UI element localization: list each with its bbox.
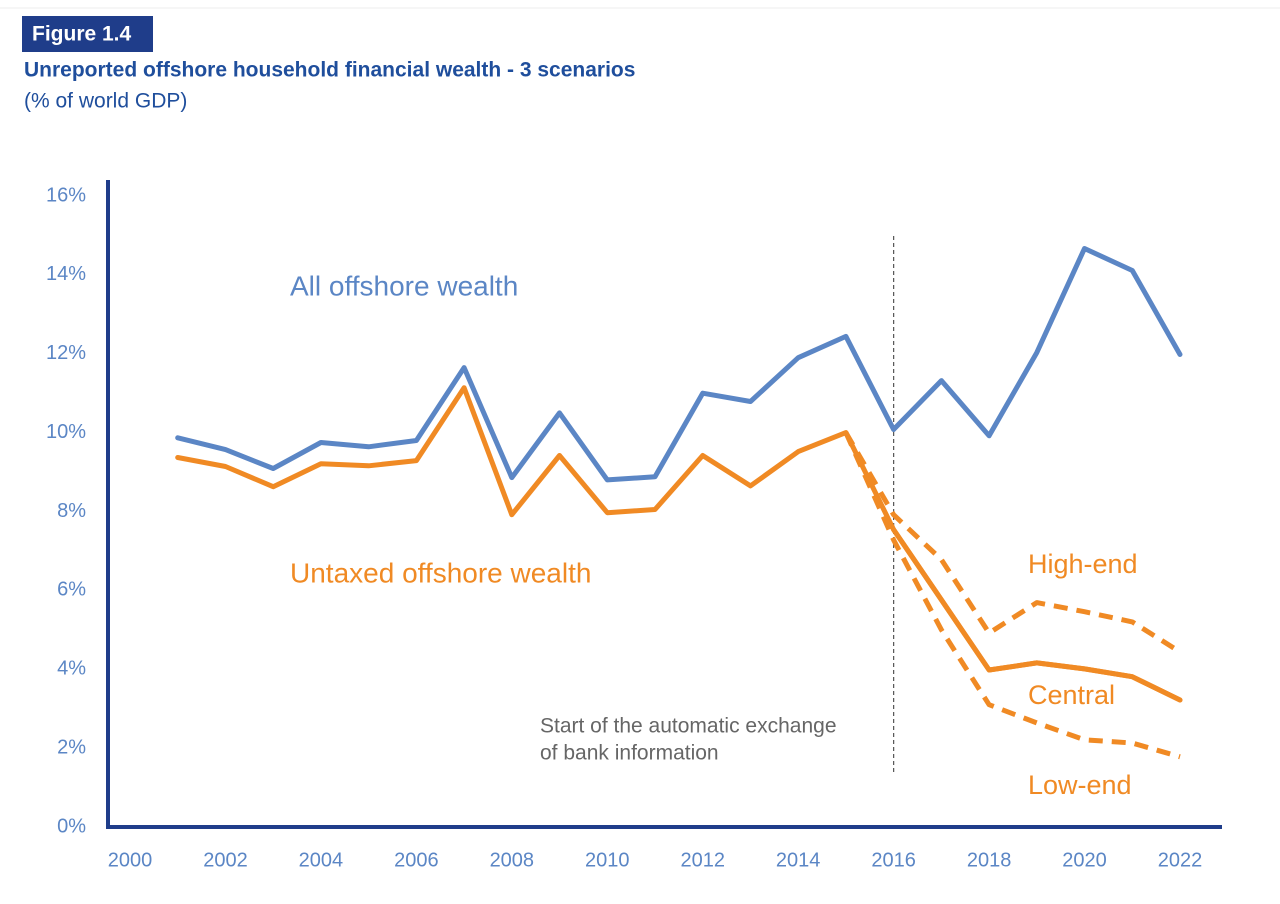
x-tick-label: 2018	[967, 849, 1012, 871]
series-line	[175, 246, 1183, 483]
x-tick-label: 2004	[299, 849, 344, 871]
figure-label-box	[22, 16, 153, 52]
series-label: Low-end	[1028, 770, 1132, 800]
figure-label: Figure 1.4	[32, 23, 132, 46]
series-label: High-end	[1028, 549, 1138, 579]
y-tick-label: 10%	[46, 421, 86, 443]
x-tick-label: 2022	[1158, 849, 1203, 871]
series-label: Central	[1028, 680, 1115, 710]
x-tick-label: 2010	[585, 849, 630, 871]
x-tick-label: 2012	[680, 849, 725, 871]
y-tick-label: 12%	[46, 342, 86, 364]
x-tick-label: 2008	[490, 849, 535, 871]
annotation-text: of bank information	[540, 742, 719, 765]
x-tick-label: 2020	[1062, 849, 1107, 871]
series-line	[891, 527, 1183, 703]
y-tick-label: 2%	[57, 736, 86, 758]
x-tick-label: 2006	[394, 849, 439, 871]
x-tick-label: 2014	[776, 849, 821, 871]
y-tick-label: 8%	[57, 500, 86, 522]
y-tick-label: 0%	[57, 815, 86, 837]
x-tick-label: 2016	[871, 849, 916, 871]
series-label: All offshore wealth	[290, 270, 518, 301]
y-tick-label: 4%	[57, 658, 86, 680]
y-tick-label: 6%	[57, 579, 86, 601]
y-tick-label: 14%	[46, 263, 86, 285]
series-line	[843, 431, 1182, 655]
x-tick-label: 2002	[203, 849, 248, 871]
series-label: Untaxed offshore wealth	[290, 557, 591, 588]
x-tick-label: 2000	[108, 849, 153, 871]
series-line	[843, 431, 1181, 760]
chart-subtitle: (% of world GDP)	[24, 90, 187, 113]
annotation-text: Start of the automatic exchange	[540, 715, 837, 738]
y-tick-label: 16%	[46, 184, 86, 206]
chart-title: Unreported offshore household financial …	[24, 59, 635, 82]
